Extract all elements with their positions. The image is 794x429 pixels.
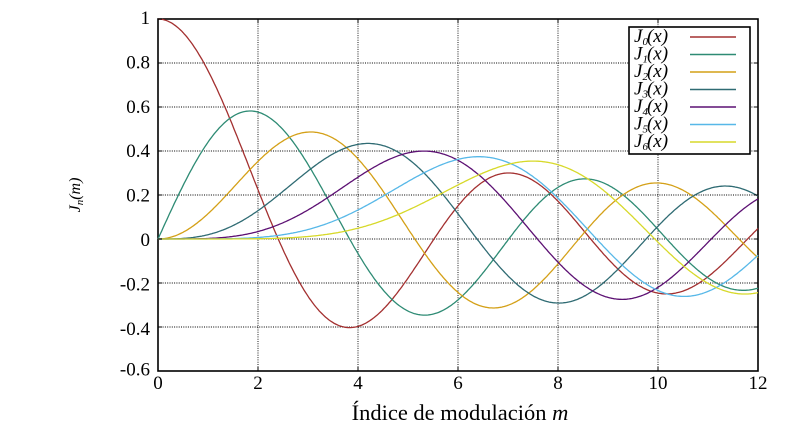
svg-text:0.4: 0.4	[126, 141, 150, 162]
svg-text:12: 12	[749, 373, 768, 394]
svg-text:-0.6: -0.6	[120, 360, 150, 381]
svg-text:-0.4: -0.4	[120, 319, 151, 340]
svg-text:2: 2	[253, 373, 263, 394]
svg-text:Jn(m): Jn(m)	[67, 178, 86, 213]
svg-text:0.8: 0.8	[126, 52, 150, 73]
svg-text:10: 10	[649, 373, 668, 394]
svg-text:Índice de modulación m: Índice de modulación m	[352, 400, 569, 425]
svg-text:4: 4	[353, 373, 363, 394]
svg-text:8: 8	[553, 373, 563, 394]
svg-text:0: 0	[153, 373, 163, 394]
svg-text:-0.2: -0.2	[120, 274, 150, 295]
svg-text:0: 0	[141, 230, 151, 251]
svg-text:6: 6	[453, 373, 463, 394]
svg-text:1: 1	[141, 8, 151, 29]
svg-text:J6(x): J6(x)	[634, 131, 668, 153]
svg-text:0.2: 0.2	[126, 186, 150, 207]
svg-text:0.6: 0.6	[126, 97, 150, 118]
